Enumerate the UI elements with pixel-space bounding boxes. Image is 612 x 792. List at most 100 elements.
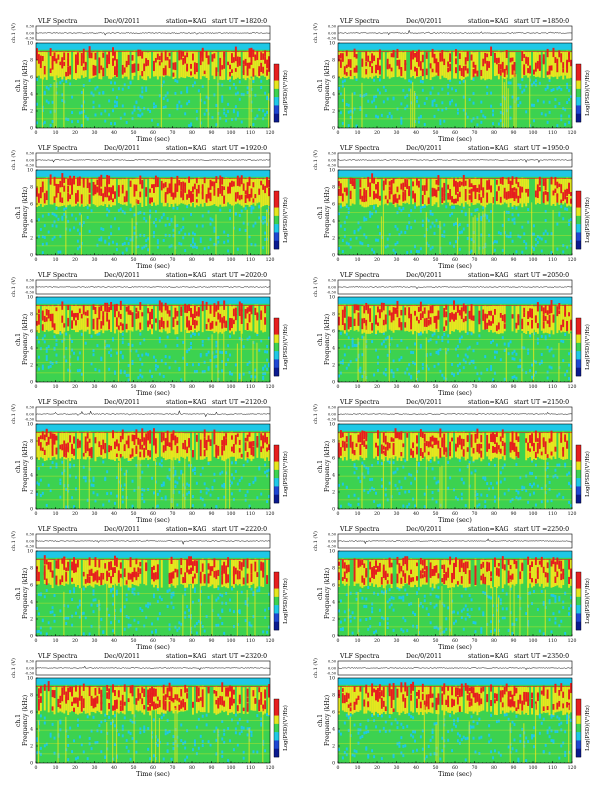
waveform-tick-label: 0.00 [328,667,337,671]
y-tick-label: 4 [30,346,33,352]
colorbar-segment [274,232,279,242]
y-axis-label-frequency: Frequency (kHz) [324,187,331,238]
waveform-line [35,286,271,289]
colorbar-segment [274,224,279,233]
chart-title-station: station=KAG [468,145,509,152]
spectrogram-cells [36,170,270,255]
x-axis-label: Time (sec) [136,135,170,142]
x-tick-label: 10 [355,765,361,771]
waveform-tick-label: 0.30 [26,406,35,410]
x-tick-label: 40 [413,638,419,644]
x-tick-label: 60 [452,384,458,390]
x-tick-label: 50 [131,384,137,390]
waveform-tick-label: -0.30 [327,37,337,41]
y-axis-label-frequency: Frequency (kHz) [22,187,29,238]
spectrogram-cells [36,424,270,509]
spectrogram-cells [36,551,270,636]
x-tick-label: 20 [72,638,78,644]
colorbar-label: Log(PSD)(V²/Hz) [584,197,591,243]
x-tick-label: 70 [170,130,176,136]
chart-title-station: station=KAG [166,18,207,25]
x-tick-label: 120 [568,638,577,644]
x-tick-label: 30 [92,511,98,517]
x-tick-label: 10 [355,257,361,263]
colorbar-segment [576,97,581,106]
x-tick-label: 100 [227,765,236,771]
waveform-axis-label: ch.1 (V) [10,404,17,424]
x-tick-label: 60 [452,638,458,644]
chart-title-station: station=KAG [468,526,509,533]
colorbar-segment [274,342,279,352]
y-tick-label: 10 [329,422,335,428]
colorbar-segment [576,707,581,716]
y-tick-label: 2 [332,744,335,750]
x-tick-label: 120 [568,511,577,517]
x-tick-label: 60 [150,130,156,136]
y-tick-label: 10 [27,41,33,47]
colorbar-segment [274,453,279,462]
x-tick-label: 100 [529,511,538,517]
y-tick-label: 10 [27,422,33,428]
waveform-tick-label: 0.30 [26,25,35,29]
colorbar-segment [576,732,581,741]
x-tick-label: 20 [72,384,78,390]
x-tick-label: 50 [433,130,439,136]
x-tick-label: 30 [394,511,400,517]
x-tick-label: 0 [35,638,38,644]
chart-title-date: Dec/0/2011 [104,145,140,152]
waveform-line [35,665,271,671]
chart-title-ut: start UT =2220:0 [212,526,267,533]
spectrogram-svg: VLF Spectra Dec/0/2011 station=KAG start UT… [10,526,289,651]
y-tick-label: 2 [332,617,335,623]
y-tick-label: 8 [30,185,33,191]
x-tick-label: 20 [374,257,380,263]
chart-title-left: VLF Spectra [37,526,78,533]
y-tick-label: 10 [27,168,33,174]
x-tick-label: 40 [111,384,117,390]
x-tick-label: 90 [209,765,215,771]
waveform-tick-label: 0.00 [26,413,35,417]
y-axis-label-channel: ch.1 [317,333,324,346]
x-tick-label: 40 [413,384,419,390]
colorbar-segment [274,64,279,73]
colorbar-label: Log(PSD)(V²/Hz) [584,705,591,751]
y-tick-label: 0 [30,380,33,386]
colorbar-frame [273,571,280,631]
colorbar-segment [274,486,279,496]
colorbar-segment [274,613,279,623]
y-axis-label-frequency: Frequency (kHz) [22,568,29,619]
spectrogram-panel: VLF Spectra Dec/0/2011 station=KAG start UT… [4,522,304,654]
x-tick-label: 70 [170,384,176,390]
colorbar-segment [576,64,581,73]
colorbar-segment [576,326,581,335]
colorbar-segment [274,461,279,471]
y-tick-label: 2 [30,490,33,496]
y-tick-label: 8 [332,439,335,445]
x-tick-label: 30 [394,130,400,136]
y-tick-label: 2 [332,109,335,115]
x-tick-label: 0 [35,765,38,771]
chart-title-ut: start UT =2050:0 [514,272,569,279]
x-tick-label: 40 [111,257,117,263]
y-tick-label: 10 [329,549,335,555]
y-tick-label: 6 [30,202,33,208]
x-axis-label: Time (sec) [438,135,472,142]
chart-title-station: station=KAG [468,399,509,406]
colorbar-segment [576,445,581,454]
waveform-line [337,666,573,671]
x-tick-label: 40 [111,765,117,771]
colorbar-frame [273,698,280,758]
x-tick-label: 80 [189,638,195,644]
spectrogram-panel: VLF Spectra Dec/0/2011 station=KAG start UT… [4,649,304,781]
y-tick-label: 6 [332,329,335,335]
y-tick-label: 0 [332,634,335,640]
colorbar-segment [274,359,279,369]
colorbar-segment [274,740,279,750]
x-tick-label: 70 [170,257,176,263]
colorbar-segment [576,715,581,725]
x-tick-label: 90 [511,638,517,644]
colorbar-segment [274,723,279,733]
x-axis-label: Time (sec) [136,770,170,777]
colorbar-segment [274,334,279,344]
x-tick-label: 0 [35,257,38,263]
